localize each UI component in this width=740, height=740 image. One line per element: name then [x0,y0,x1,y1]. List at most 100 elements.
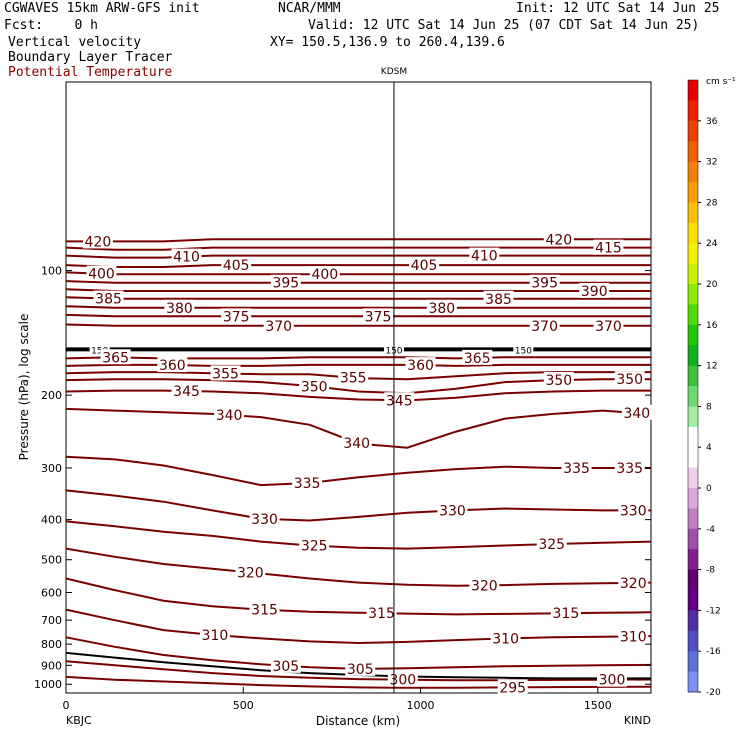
contour-label: 420 [545,232,572,248]
contour-360 [65,363,651,367]
contour-label-bg [270,274,301,290]
contour-label-bg [249,510,280,526]
contour-label: 375 [223,309,250,325]
contour-label-bg [409,257,440,273]
contour-label-bg [263,317,294,333]
colorbar-swatch [688,182,698,203]
contour-375 [65,313,651,318]
header-source: NCAR/MMM [278,1,341,16]
contour-label: 350 [301,379,328,395]
colorbar-label: 4 [706,443,712,453]
contour-label: 380 [166,301,193,317]
contour-label: 330 [251,512,278,528]
field-potential-temperature: Potential Temperature [8,65,173,80]
y-tick-label: 800 [41,638,62,651]
y-tick-label: 1000 [34,678,62,691]
contour-label-bg [292,475,323,491]
contour-label-bg [221,308,252,324]
contour-label: 320 [620,576,647,592]
x-axis-title: Distance (km) [316,714,400,728]
contour-label: 340 [343,436,370,452]
colorbar-swatch [688,243,698,265]
contour-label-bg [93,290,124,306]
contour-label: 405 [223,258,250,274]
contour-label: 345 [173,384,200,400]
contour-label-bg [199,627,230,643]
colorbar-label: 28 [706,198,718,208]
colorbar-swatch [688,141,698,163]
contour-label: 420 [85,234,112,250]
contour-label-bg [543,231,574,247]
contour-380 [65,305,651,309]
contour-label: 305 [347,662,374,678]
colorbar-swatch [688,324,698,346]
colorbar-label: -12 [706,606,721,616]
contour-label: 340 [623,406,650,422]
x-axis: 0 500 1000 1500 [63,687,612,712]
contour-label-bg [536,536,567,552]
colorbar-swatch [688,610,698,632]
contour-label-bg [221,257,252,273]
contour-label-bg [469,247,500,263]
y-axis: 100 200 300 400 500 600 700 800 900 1000 [34,265,651,691]
colorbar-swatch [688,671,698,693]
contour-label: 355 [212,366,239,382]
colorbar-swatch [688,406,698,428]
field-vertical-velocity: Vertical velocity [8,35,142,50]
x-tick-label: 1500 [584,699,612,712]
contour-label-bg [469,577,500,593]
contour-label: 335 [616,461,643,477]
contour-label: 410 [173,250,200,266]
contour-390 [65,288,651,292]
y-tick-label: 500 [41,554,62,567]
colorbar-label: -16 [706,647,721,657]
colorbar-label: 8 [706,402,712,412]
colorbar-swatch [688,120,698,142]
contour-330 [65,489,651,522]
colorbar-swatch [688,590,698,611]
contour-label: 370 [265,319,292,335]
y-axis-title: Pressure (hPa), log scale [17,314,31,461]
colorbar-swatch [688,630,698,652]
contour-410 [65,254,651,259]
contour-label-bg [529,317,560,333]
contour-label: 300 [389,673,416,689]
contour-label: 335 [563,461,590,477]
contour-label: 315 [251,603,278,619]
colorbar-swatch [688,284,698,305]
contour-label: 310 [202,628,229,644]
contour-label: 355 [340,371,367,387]
contour-label-bg [363,308,393,324]
x-tick-label: 500 [233,699,254,712]
colorbar-label: 32 [706,158,717,168]
contour-label: 415 [595,241,622,257]
colorbar-label: 20 [706,280,718,290]
contour-label: 300 [599,673,626,689]
contour-label-bg [621,404,652,420]
colorbar-swatch [688,345,698,367]
colorbar-swatch [688,263,698,285]
colorbar: 36 32 28 24 20 16 12 8 4 0 -4 -8 -12 -16 -20 [687,79,721,698]
colorbar-swatch [688,100,698,122]
contour-label-bg [299,378,330,394]
contour-label-bg [249,601,280,617]
contour-label: 400 [311,267,338,283]
left-station-label: KBJC [66,714,92,727]
x-tick-label: 1000 [407,699,435,712]
contour-365 [65,356,651,360]
contour-labels: 420 420 415 410 410 405 405 400 400 395 395 390 385 3… [82,231,652,696]
y-tick-label: 100 [41,265,62,278]
contour-label-bg [366,605,397,621]
contour-335 [65,455,651,487]
contour-label: 405 [411,258,438,274]
contour-label: 330 [620,503,647,519]
contour-label: 350 [616,372,643,388]
station-marker-label: KDSM [381,67,407,77]
contour-label-bg [86,265,117,281]
y-tick-label: 600 [41,586,62,599]
contour-label: 390 [581,284,608,300]
contour-label: 315 [368,606,395,622]
contour-385 [65,296,651,300]
contour-label-bg [490,630,521,646]
tracer-label: 150 [515,346,532,356]
